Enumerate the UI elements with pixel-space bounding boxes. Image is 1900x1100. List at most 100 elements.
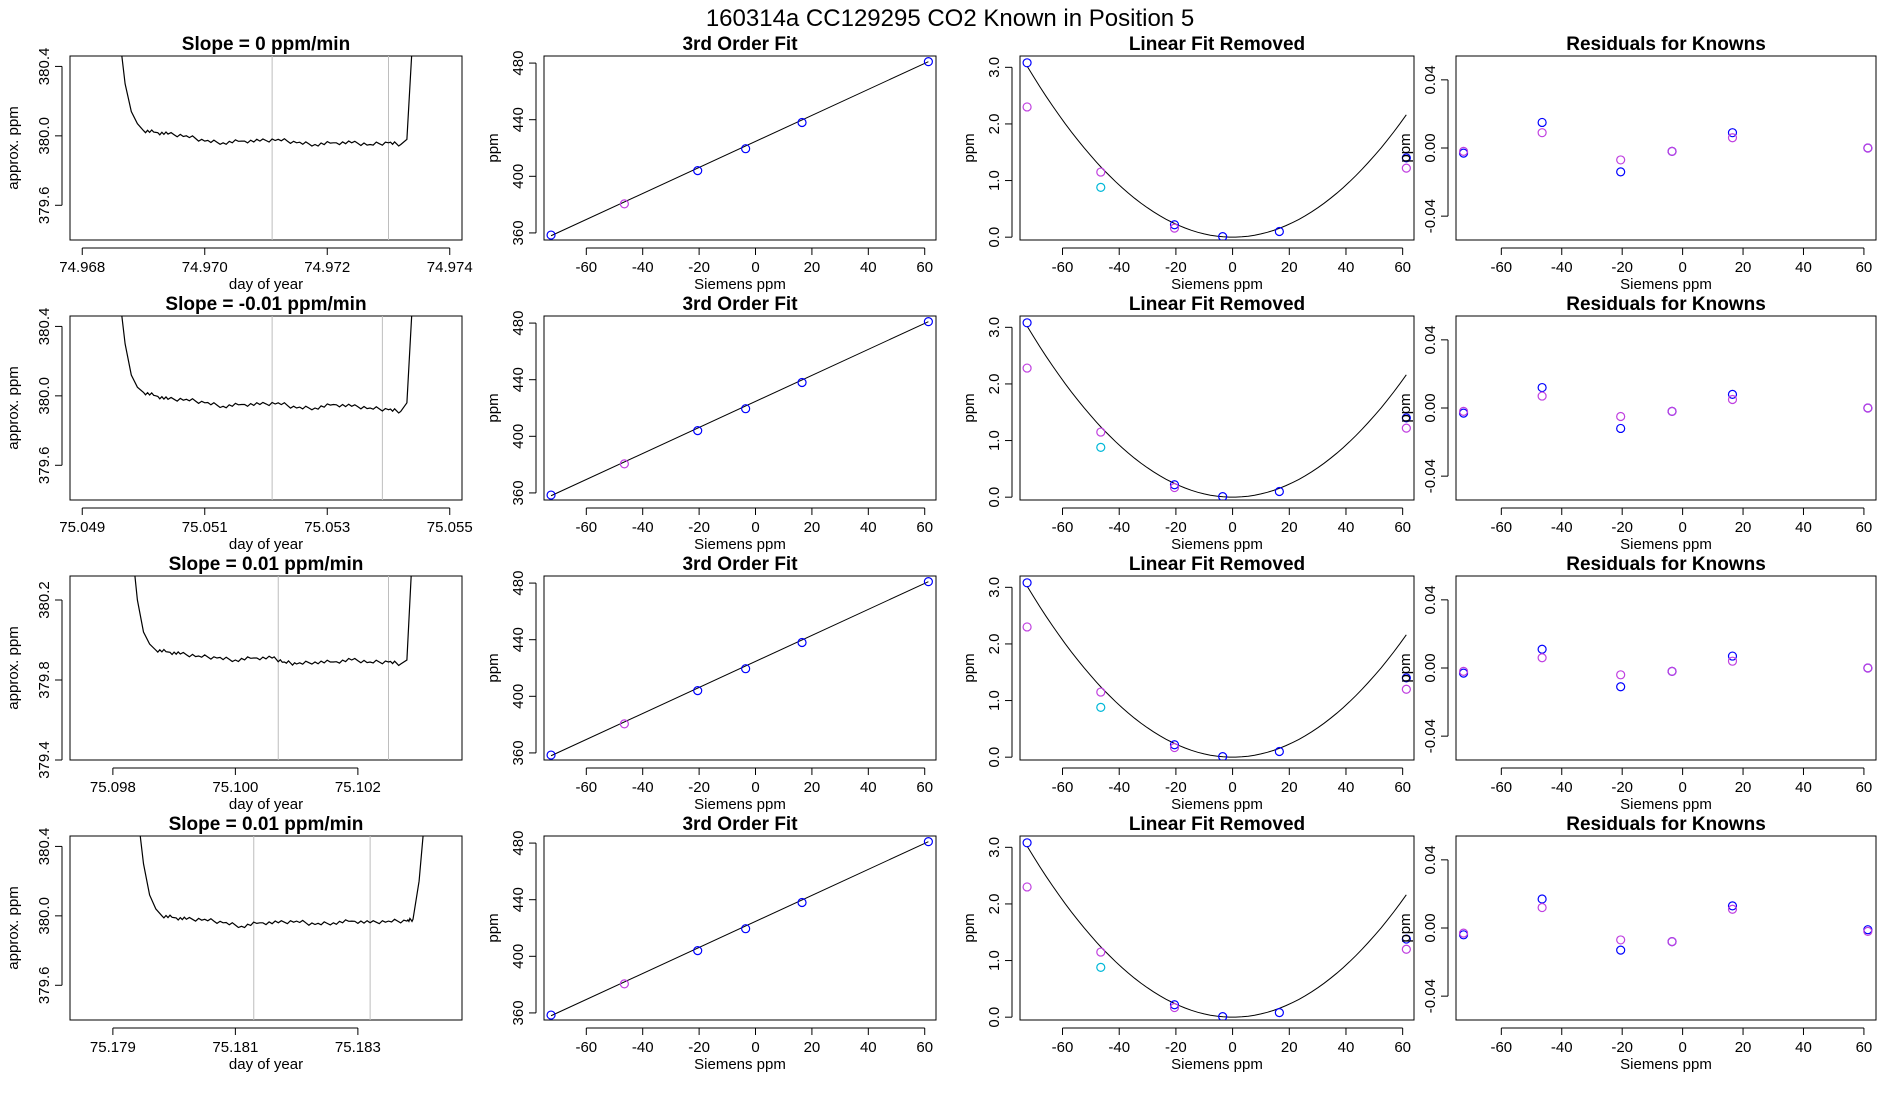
x-tick-label: 20	[804, 519, 821, 536]
y-tick-label: 440	[510, 107, 527, 132]
x-tick-label: 60	[1856, 779, 1873, 796]
x-tick-label: 20	[804, 1039, 821, 1056]
data-point	[1863, 663, 1873, 673]
data-point	[1667, 406, 1677, 417]
x-tick-label: -40	[1551, 519, 1573, 536]
plot-frame	[1455, 575, 1877, 761]
page-title: 160314a CC129295 CO2 Known in Position 5	[706, 5, 1194, 32]
data-point	[1667, 146, 1677, 157]
x-tick-label: -60	[1490, 259, 1512, 276]
y-tick-label: 440	[510, 367, 527, 392]
data-point	[1537, 894, 1547, 904]
panel-1: Slope = 0 ppm/min 74.968 74.970 74.972 74.97…	[5, 34, 473, 293]
x-axis-label: Siemens ppm	[1620, 276, 1712, 293]
plot-frame	[69, 575, 463, 761]
data-point	[1616, 935, 1626, 945]
y-tick-label: 2.0	[986, 634, 1003, 655]
data-point	[1022, 363, 1032, 373]
x-tick-label: -20	[688, 779, 710, 796]
data-point	[1274, 746, 1284, 757]
data-point	[1169, 740, 1180, 750]
x-tick-label: -40	[1551, 259, 1573, 276]
y-tick-label: 379.8	[36, 661, 53, 699]
x-tick-label: -20	[1611, 779, 1633, 796]
x-tick-label: -60	[1052, 259, 1074, 276]
x-tick-label: 75.049	[59, 519, 105, 536]
x-tick-label: -40	[632, 779, 654, 796]
y-axis-label: ppm	[961, 653, 978, 682]
trace-line	[134, 576, 412, 667]
x-tick-label: 75.102	[335, 779, 381, 796]
panel-title: Slope = 0.01 ppm/min	[169, 814, 364, 835]
x-tick-label: 74.970	[182, 259, 228, 276]
x-tick-label: -40	[1108, 1039, 1130, 1056]
panel-title: Slope = 0 ppm/min	[182, 34, 350, 55]
x-tick-label: 40	[1338, 519, 1355, 536]
panel-title: 3rd Order Fit	[682, 34, 798, 55]
panel-8: Residuals for Knowns -60 -40 -20 0 20 40 60 Siem…	[1397, 294, 1877, 553]
y-axis-label: approx. ppm	[5, 886, 22, 969]
x-tick-label: 75.183	[335, 1039, 381, 1056]
y-tick-label: 0.04	[1422, 845, 1439, 874]
x-tick-label: 40	[1338, 779, 1355, 796]
data-point	[1863, 403, 1873, 413]
data-point	[1022, 882, 1032, 892]
data-point	[1401, 684, 1411, 694]
y-tick-label: 480	[510, 571, 527, 596]
panel-2: 3rd Order Fit -60 -40 -20 0 20 40 60 Siemens ppm…	[485, 34, 937, 293]
data-point	[1401, 944, 1411, 954]
fit-curve	[1026, 585, 1407, 758]
y-tick-label: 380.4	[36, 308, 53, 346]
data-point	[1616, 670, 1626, 680]
x-tick-label: -60	[1490, 519, 1512, 536]
x-tick-label: 60	[916, 259, 933, 276]
y-axis-label: ppm	[1397, 913, 1414, 942]
plot-frame	[69, 835, 463, 1021]
y-tick-label: 480	[510, 311, 527, 336]
data-point	[1401, 153, 1411, 163]
data-point	[923, 57, 933, 67]
plot-area	[139, 836, 424, 1020]
plot-frame	[69, 315, 463, 501]
data-point	[1096, 167, 1106, 177]
data-point	[1727, 656, 1738, 666]
panel-title: Linear Fit Removed	[1129, 554, 1305, 575]
x-tick-label: -40	[1108, 259, 1130, 276]
plot-area	[1458, 117, 1873, 177]
y-tick-label: 380.0	[36, 377, 53, 415]
x-tick-label: -60	[1052, 519, 1074, 536]
panel-10: 3rd Order Fit -60 -40 -20 0 20 40 60 Siemens ppm…	[485, 554, 937, 813]
y-tick-label: -0.04	[1422, 719, 1439, 753]
x-tick-label: -20	[1165, 1039, 1187, 1056]
x-tick-label: -60	[575, 779, 597, 796]
x-tick-label: -20	[1611, 259, 1633, 276]
x-tick-label: -20	[1165, 519, 1187, 536]
data-point	[1401, 413, 1411, 423]
data-point	[1458, 146, 1469, 157]
panel-13: Slope = 0.01 ppm/min 75.179 75.181 75.183 da…	[5, 814, 463, 1073]
y-axis-label: approx. ppm	[5, 106, 22, 189]
y-axis-label: approx. ppm	[5, 626, 22, 709]
data-point	[1096, 687, 1106, 697]
data-point	[1096, 182, 1106, 192]
x-tick-label: 40	[860, 519, 877, 536]
data-point	[693, 426, 703, 436]
plot-area	[121, 56, 413, 240]
panel-5: Slope = -0.01 ppm/min 75.049 75.051 75.053 7…	[5, 294, 473, 553]
y-axis-label: ppm	[961, 393, 978, 422]
panel-title: Residuals for Knowns	[1566, 814, 1766, 835]
panel-11: Linear Fit Removed -60 -40 -20 0 20 40 60 Siemen…	[961, 554, 1415, 813]
y-tick-label: 440	[510, 887, 527, 912]
y-tick-label: 379.6	[36, 187, 53, 225]
y-tick-label: 1.0	[986, 690, 1003, 711]
data-point	[693, 946, 703, 956]
y-axis-label: ppm	[961, 913, 978, 942]
data-point	[1218, 232, 1228, 240]
y-tick-label: 2.0	[986, 374, 1003, 395]
x-axis-label: Siemens ppm	[694, 276, 786, 293]
x-tick-label: 75.179	[90, 1039, 136, 1056]
y-axis-label: ppm	[961, 133, 978, 162]
x-tick-label: 60	[1856, 1039, 1873, 1056]
y-tick-label: 1.0	[986, 430, 1003, 451]
data-point	[1096, 442, 1106, 452]
